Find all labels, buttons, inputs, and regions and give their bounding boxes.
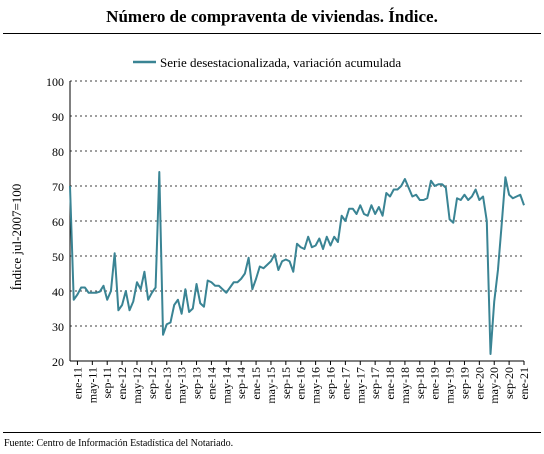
chart-title: Número de compraventa de viviendas. Índi… [106,7,438,26]
x-tick-label: ene-20 [472,367,486,400]
y-tick-label: 20 [52,355,64,369]
x-tick-label: ene-13 [160,367,174,400]
x-tick-label: may-15 [264,367,278,404]
x-tick-label: may-20 [487,367,501,404]
y-tick-label: 70 [52,180,64,194]
y-tick-label: 40 [52,285,64,299]
x-tick-label: sep-19 [457,367,471,399]
series-lines [69,171,525,355]
x-tick-label: ene-19 [428,367,442,400]
gridlines [70,80,524,327]
legend-label: Serie desestacionalizada, variación acum… [160,55,401,70]
series-line [69,171,525,355]
x-tick-label: sep-14 [234,367,248,399]
x-tick-label: sep-11 [100,367,114,399]
x-tick-label: may-11 [85,367,99,403]
x-tick-label: sep-16 [323,367,337,399]
x-tick-label: sep-20 [502,367,516,399]
x-tick-label: sep-15 [279,367,293,399]
title-divider [3,33,541,34]
y-tick-label: 80 [52,145,64,159]
x-tick-label: may-16 [309,367,323,404]
x-tick-label: sep-17 [368,367,382,399]
legend: Serie desestacionalizada, variación acum… [133,55,401,70]
x-tick-label: ene-18 [383,367,397,400]
x-tick-label: sep-12 [145,367,159,399]
y-tick-label: 100 [46,75,64,89]
footer-divider [3,432,541,433]
x-tick-label: may-12 [130,367,144,404]
axes [69,81,525,365]
x-tick-label: may-14 [219,367,233,404]
x-tick-labels: ene-11 may-11 sep-11 ene-12 may-12 sep-12 ene-… [70,367,531,404]
x-tick-label: may-18 [398,367,412,404]
y-tick-labels: 20 30 40 50 60 70 80 90 100 [46,75,64,369]
x-tick-label: ene-16 [294,367,308,400]
x-tick-label: sep-18 [413,367,427,399]
y-tick-label: 90 [52,110,64,124]
x-tick-label: ene-11 [70,367,84,399]
x-tick-label: may-17 [353,367,367,404]
x-tick-label: sep-13 [190,367,204,399]
y-tick-label: 60 [52,215,64,229]
x-tick-label: ene-14 [204,367,218,400]
x-tick-label: ene-17 [338,367,352,400]
y-axis-title: Índice jul-2007=100 [9,184,24,291]
x-tick-label: ene-15 [249,367,263,400]
x-tick-label: ene-21 [517,367,531,400]
x-tick-label: ene-12 [115,367,129,400]
x-tick-label: may-19 [443,367,457,404]
x-tick-label: may-13 [175,367,189,404]
y-tick-label: 30 [52,320,64,334]
source-note: Fuente: Centro de Información Estadístic… [4,438,234,449]
y-tick-label: 50 [52,250,64,264]
